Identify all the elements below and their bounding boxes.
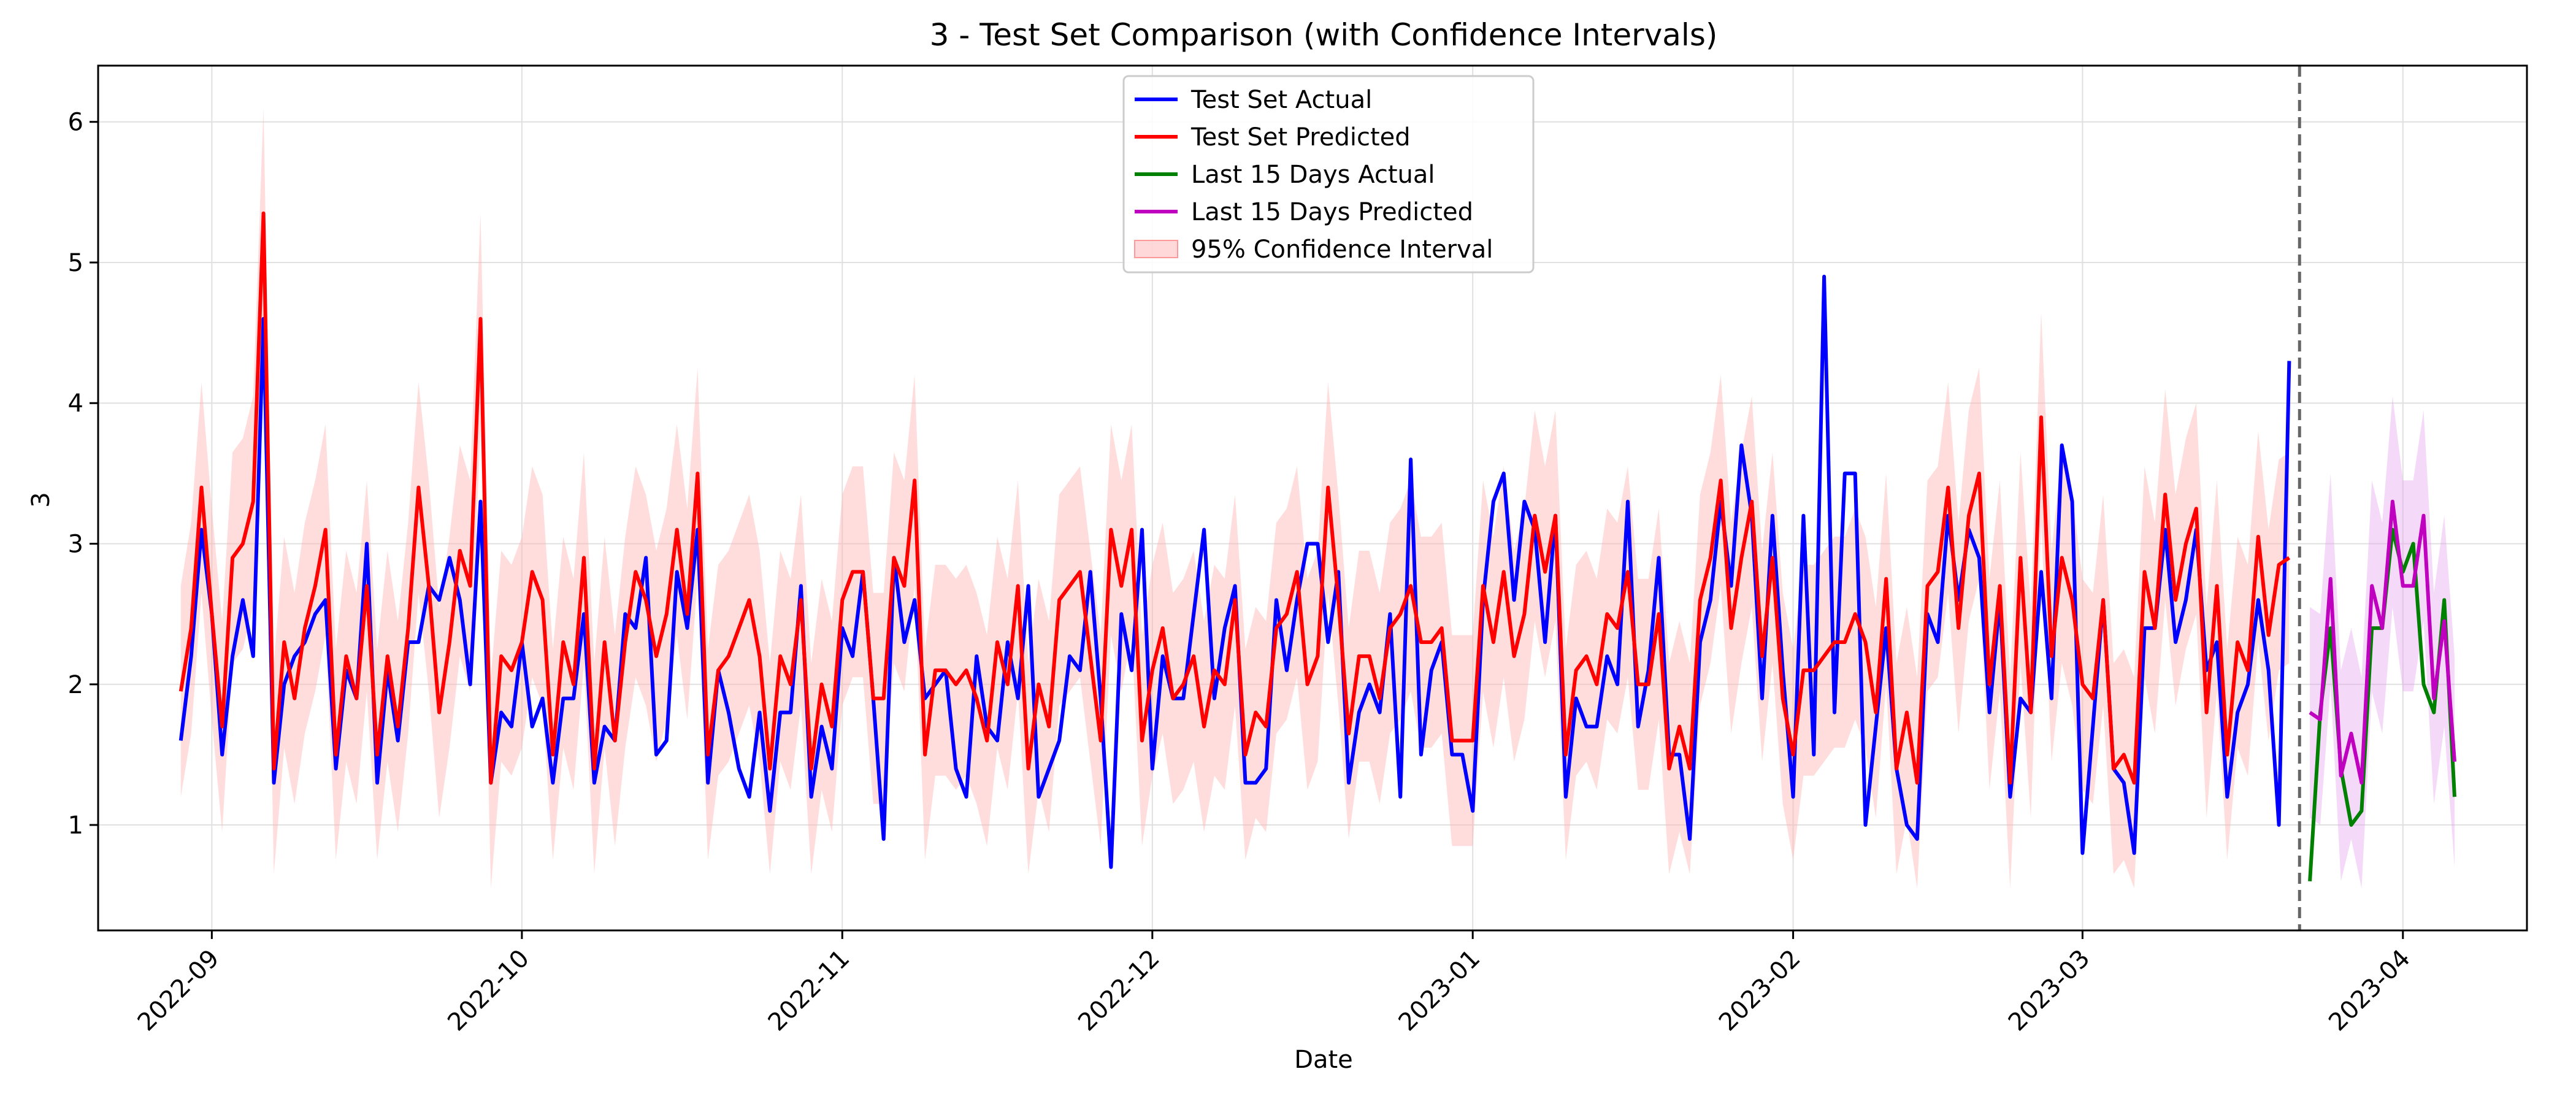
x-tick-label: 2022-10 [442,945,535,1037]
legend-label: Last 15 Days Predicted [1191,198,1473,226]
legend-label: Test Set Predicted [1190,123,1411,151]
plot-frame [97,64,2528,932]
y-tick-label: 4 [68,389,83,418]
series-line-test-set-predicted [178,211,2291,785]
y-axis-ticks: 1 2 3 4 5 6 [68,109,98,840]
y-axis-label: 3 [27,492,55,507]
y-tick-label: 3 [68,531,83,559]
x-tick-label: 2023-03 [2003,945,2096,1037]
x-tick-label: 2022-09 [132,945,225,1037]
y-tick-label: 1 [68,811,83,840]
x-tick-label: 2022-11 [763,945,856,1037]
chart-title: 3 - Test Set Comparison (with Confidence… [930,17,1718,53]
legend-box [1122,75,1535,274]
x-tick-label: 2022-12 [1073,945,1165,1037]
legend-swatch [1134,240,1178,258]
legend-label: Test Set Actual [1190,86,1372,114]
y-tick-label: 6 [68,109,83,137]
series-lines [178,211,2456,881]
x-tick-label: 2023-01 [1393,945,1486,1037]
series-line-test-set-actual [178,274,2291,869]
x-axis-label: Date [1294,1046,1353,1074]
y-tick-label: 5 [68,249,83,277]
legend-label: Last 15 Days Actual [1191,161,1435,189]
legend: Test Set Actual Test Set Predicted Last 15… [1122,75,1535,274]
legend-label: 95% Confidence Interval [1191,236,1493,264]
x-tick-label: 2023-04 [2323,945,2416,1037]
x-tick-label: 2023-02 [1714,945,1806,1037]
series-line-last-15-days-predicted [2309,499,2456,785]
y-tick-label: 2 [68,671,83,699]
ci-band [2310,396,2455,889]
x-axis-ticks: 2022-09 2022-10 2022-11 2022-12 2023-01 2023-… [132,930,2416,1037]
